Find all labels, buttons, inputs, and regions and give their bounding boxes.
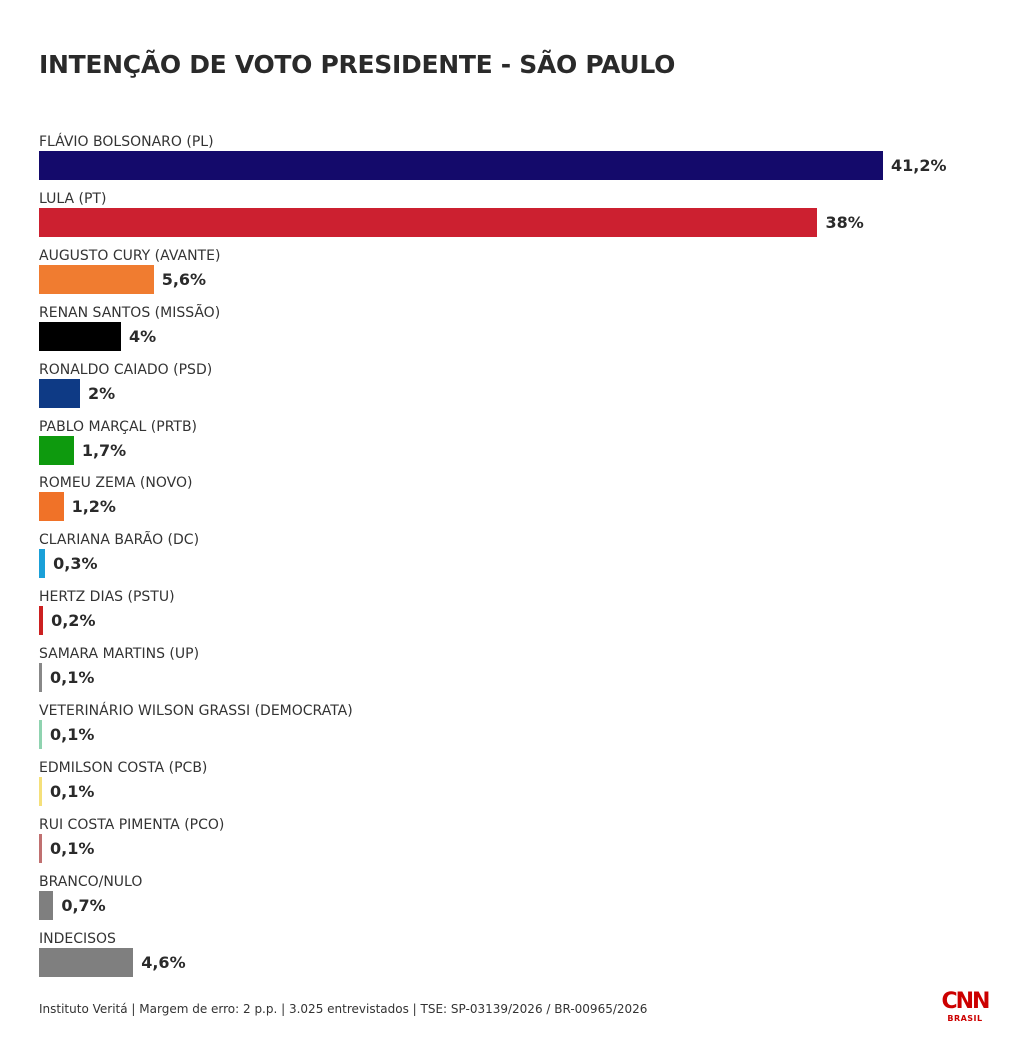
category-label: RONALDO CAIADO (PSD) bbox=[39, 361, 213, 378]
value-label: 1,2% bbox=[71, 497, 116, 517]
bar-row: RONALDO CAIADO (PSD) 2% bbox=[39, 361, 999, 418]
category-label: INDECISOS bbox=[39, 930, 116, 947]
value-label: 2% bbox=[87, 383, 116, 403]
category-label: LULA (PT) bbox=[39, 190, 107, 207]
bar bbox=[39, 890, 54, 920]
value-label: 0,7% bbox=[61, 895, 106, 915]
bar bbox=[39, 947, 134, 977]
bar bbox=[39, 492, 64, 522]
bar bbox=[39, 151, 883, 180]
bar-row: INDECISOS 4,6% bbox=[39, 930, 999, 987]
value-label: 0,1% bbox=[50, 838, 95, 858]
bar-row: ROMEU ZEMA (NOVO) 1,2% bbox=[39, 474, 999, 531]
logo-main-text: CNN bbox=[941, 989, 991, 1014]
bar-row: HERTZ DIAS (PSTU) 0,2% bbox=[39, 588, 999, 645]
value-label: 0,2% bbox=[51, 611, 96, 631]
value-label: 41,2% bbox=[891, 156, 947, 175]
bar-row: AUGUSTO CURY (AVANTE) 5,6% bbox=[39, 247, 999, 304]
category-label: BRANCO/NULO bbox=[39, 873, 143, 890]
value-label: 4,6% bbox=[141, 952, 186, 972]
bar bbox=[39, 264, 154, 294]
bar-row: SAMARA MARTINS (UP) 0,1% bbox=[39, 645, 999, 702]
bar-row: CLARIANA BARÃO (DC) 0,3% bbox=[39, 531, 999, 588]
category-label: VETERINÁRIO WILSON GRASSI (DEMOCRATA) bbox=[39, 703, 353, 719]
logo-sub-text: BRASIL bbox=[947, 1014, 983, 1023]
bar-row: FLÁVIO BOLSONARO (PL) 41,2% bbox=[39, 133, 999, 190]
category-label: RENAN SANTOS (MISSÃO) bbox=[39, 304, 221, 321]
source-footer: Instituto Veritá | Margem de erro: 2 p.p… bbox=[39, 1002, 648, 1016]
category-label: ROMEU ZEMA (NOVO) bbox=[39, 475, 193, 492]
bar bbox=[39, 549, 46, 579]
bar-row: PABLO MARÇAL (PRTB) 1,7% bbox=[39, 418, 999, 475]
bar-row: EDMILSON COSTA (PCB) 0,1% bbox=[39, 759, 999, 816]
bar bbox=[39, 606, 44, 636]
chart-title: INTENÇÃO DE VOTO PRESIDENTE - SÃO PAULO bbox=[39, 50, 676, 79]
bar bbox=[39, 663, 42, 693]
bar bbox=[39, 720, 42, 749]
bar bbox=[39, 378, 80, 408]
category-label: RUI COSTA PIMENTA (PCO) bbox=[39, 816, 225, 833]
value-label: 4% bbox=[128, 326, 157, 346]
category-label: PABLO MARÇAL (PRTB) bbox=[39, 418, 198, 435]
bar bbox=[39, 435, 74, 465]
cnn-brasil-logo: CNN BRASIL bbox=[940, 989, 991, 1026]
category-label: CLARIANA BARÃO (DC) bbox=[39, 532, 200, 549]
bar-row: LULA (PT) 38% bbox=[39, 190, 999, 247]
bar bbox=[39, 207, 818, 237]
bar-chart: FLÁVIO BOLSONARO (PL) 41,2% LULA (PT) 38% AU… bbox=[39, 133, 999, 987]
category-label: EDMILSON COSTA (PCB) bbox=[39, 759, 208, 776]
bar-row: BRANCO/NULO 0,7% bbox=[39, 873, 999, 930]
category-label: SAMARA MARTINS (UP) bbox=[39, 646, 200, 663]
category-label: AUGUSTO CURY (AVANTE) bbox=[39, 247, 221, 264]
bar bbox=[39, 321, 121, 351]
value-label: 5,6% bbox=[161, 269, 207, 289]
bar-row: RENAN SANTOS (MISSÃO) 4% bbox=[39, 304, 999, 361]
bar-row: RUI COSTA PIMENTA (PCO) 0,1% bbox=[39, 816, 999, 873]
value-label: 0,1% bbox=[50, 725, 95, 744]
value-label: 0,3% bbox=[53, 554, 98, 574]
bar bbox=[39, 776, 42, 806]
value-label: 1,7% bbox=[81, 440, 127, 460]
value-label: 38% bbox=[825, 212, 864, 232]
value-label: 0,1% bbox=[50, 668, 95, 688]
bar bbox=[39, 833, 42, 863]
bar-row: VETERINÁRIO WILSON GRASSI (DEMOCRATA) 0,1… bbox=[39, 702, 999, 759]
category-label: HERTZ DIAS (PSTU) bbox=[39, 589, 175, 606]
value-label: 0,1% bbox=[50, 781, 95, 801]
category-label: FLÁVIO BOLSONARO (PL) bbox=[39, 134, 214, 150]
